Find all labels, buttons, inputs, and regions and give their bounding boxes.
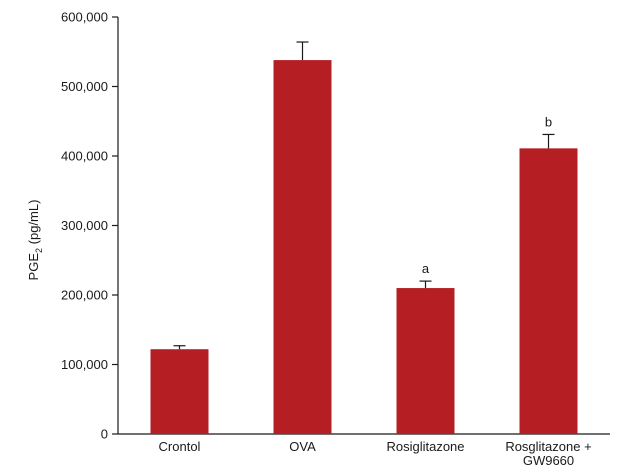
- y-axis-label: PGE2 (pg/mL): [26, 200, 44, 281]
- bar: [396, 288, 455, 434]
- y-tick-label: 300,000: [61, 218, 108, 233]
- y-tick-label: 400,000: [61, 149, 108, 164]
- bar: [273, 60, 332, 435]
- y-tick-label: 100,000: [61, 357, 108, 372]
- x-tick-label: OVA: [289, 439, 316, 454]
- x-tick-label: Rosglitazone +: [505, 439, 591, 454]
- x-tick-label: Rosiglitazone: [386, 439, 464, 454]
- y-axis: 0 100,000 200,000 300,000 400,000 500,000 600,…: [61, 10, 119, 442]
- y-tick-label: 600,000: [61, 10, 108, 25]
- significance-label: a: [422, 261, 430, 276]
- y-tick-label: 0: [101, 427, 108, 442]
- y-tick-label: 200,000: [61, 288, 108, 303]
- y-tick-label: 500,000: [61, 79, 108, 94]
- bar: [519, 148, 578, 435]
- bar: [150, 349, 209, 434]
- x-tick-label: Crontol: [159, 439, 201, 454]
- significance-label: b: [545, 114, 552, 129]
- x-tick-label: GW9660: [523, 453, 574, 468]
- bars: ab: [150, 41, 578, 435]
- y-axis-title: PGE2 (pg/mL): [26, 200, 44, 281]
- x-axis: Crontol OVA Rosiglitazone Rosglitazone +GW9…: [118, 433, 610, 468]
